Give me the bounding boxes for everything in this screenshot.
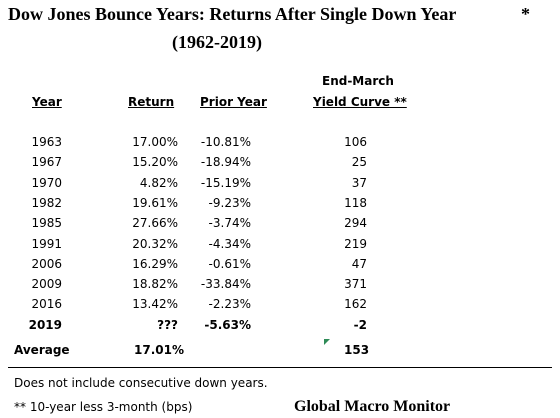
row-year: 1970 bbox=[31, 175, 62, 190]
row-yield-curve: 37 bbox=[351, 175, 367, 190]
row-prior-year: -10.81% bbox=[200, 135, 251, 149]
row-prior-year: -3.74% bbox=[208, 216, 251, 231]
header-yield-bottom: Yield Curve ** bbox=[313, 95, 407, 109]
average-label: Average bbox=[14, 343, 70, 357]
row-return: 17.00% bbox=[132, 135, 178, 149]
title-asterisk: * bbox=[521, 4, 530, 24]
brand-name: Global Macro Monitor bbox=[294, 398, 451, 415]
row-return: 4.82% bbox=[139, 175, 178, 190]
title-line-1: Dow Jones Bounce Years: Returns After Si… bbox=[8, 4, 457, 24]
row-year: 1982 bbox=[31, 195, 62, 210]
row-yield-curve: -2 bbox=[353, 317, 367, 332]
row-return: 16.29% bbox=[132, 256, 178, 271]
row-yield-curve: 162 bbox=[344, 297, 367, 312]
title-date-range: (1962-2019) bbox=[172, 32, 262, 52]
footnote-yield-definition: ** 10-year less 3-month (bps) bbox=[14, 400, 193, 414]
row-yield-curve: 294 bbox=[344, 216, 367, 231]
table-title: Dow Jones Bounce Years: Returns After Si… bbox=[8, 4, 560, 25]
row-prior-year: -15.19% bbox=[200, 175, 251, 190]
row-prior-year: -33.84% bbox=[200, 277, 251, 292]
row-return: 27.66% bbox=[132, 216, 178, 231]
footnote-consecutive: Does not include consecutive down years. bbox=[14, 376, 268, 390]
average-return: 17.01% bbox=[134, 343, 184, 357]
row-yield-curve: 25 bbox=[351, 155, 367, 170]
header-return: Return bbox=[128, 95, 175, 109]
header-yield-top: End-March bbox=[322, 74, 394, 88]
row-prior-year: -4.34% bbox=[208, 236, 251, 251]
row-prior-year: -0.61% bbox=[208, 256, 251, 271]
row-yield-curve: 219 bbox=[344, 236, 367, 251]
row-year: 2016 bbox=[31, 297, 62, 312]
header-year: Year bbox=[32, 95, 62, 109]
row-return: 15.20% bbox=[132, 155, 178, 170]
row-prior-year: -5.63% bbox=[204, 317, 251, 332]
row-prior-year: -2.23% bbox=[208, 297, 251, 312]
header-prior-year: Prior Year bbox=[200, 95, 267, 109]
row-return: 20.32% bbox=[132, 236, 178, 251]
row-year: 2019 bbox=[28, 317, 62, 332]
row-return: 18.82% bbox=[132, 277, 178, 292]
row-return: 13.42% bbox=[132, 297, 178, 312]
average-yield-curve: 153 bbox=[344, 343, 370, 357]
row-year: 1963 bbox=[31, 135, 62, 149]
row-prior-year: -9.23% bbox=[208, 195, 251, 210]
row-yield-curve: 47 bbox=[351, 256, 367, 271]
row-yield-curve: 118 bbox=[344, 195, 367, 210]
row-return: ??? bbox=[157, 317, 178, 332]
row-year: 2009 bbox=[31, 277, 62, 292]
row-year: 2006 bbox=[31, 256, 62, 271]
row-prior-year: -18.94% bbox=[200, 155, 251, 170]
row-year: 1991 bbox=[31, 236, 62, 251]
footer-rule bbox=[8, 367, 552, 368]
row-yield-curve: 371 bbox=[344, 277, 367, 292]
row-return: 19.61% bbox=[132, 195, 178, 210]
row-yield-curve: 106 bbox=[344, 135, 367, 149]
cell-comment-marker bbox=[324, 339, 330, 345]
row-year: 1985 bbox=[31, 216, 62, 231]
row-year: 1967 bbox=[31, 155, 62, 170]
